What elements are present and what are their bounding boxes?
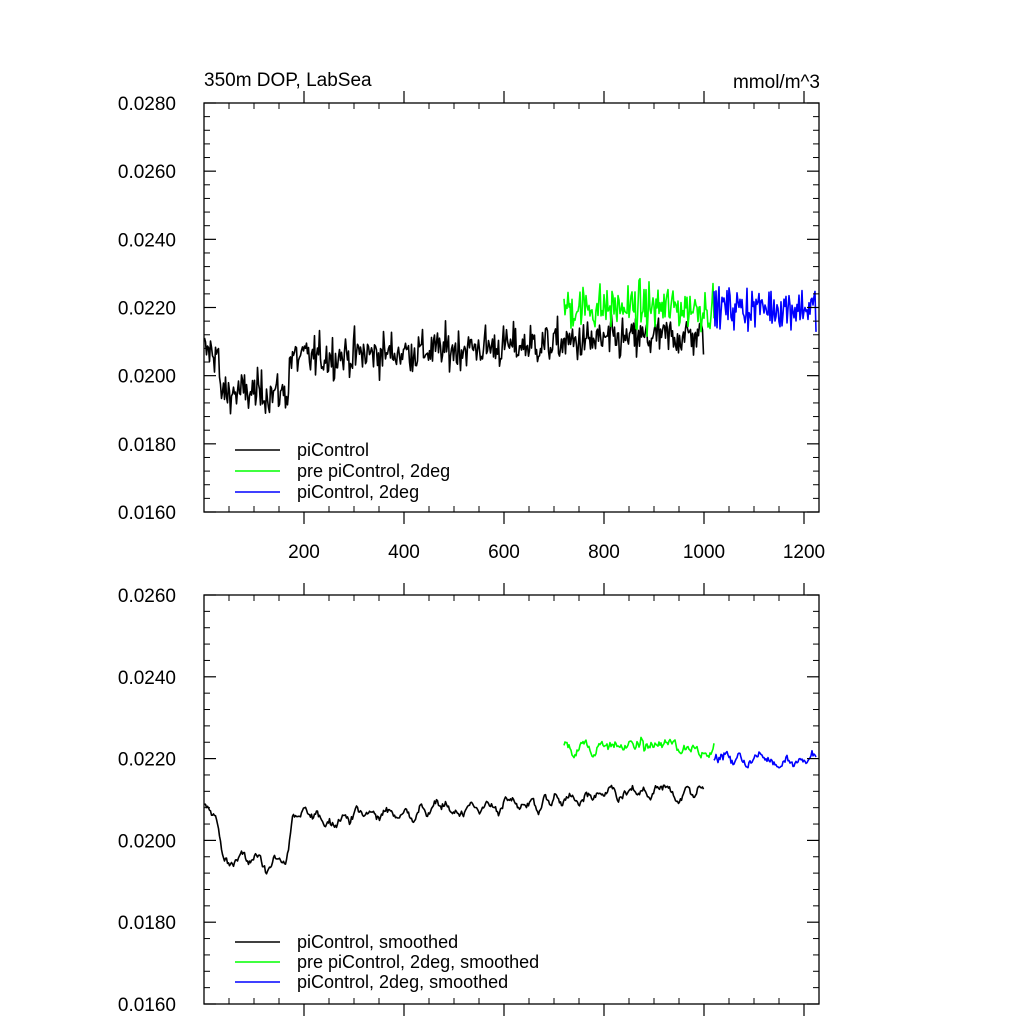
series-line-picontrol [203, 313, 705, 415]
top-chart-units: mmol/m^3 [733, 72, 820, 93]
top-panel: 350m DOP, LabSea mmol/m^3 0.01600.01800.… [118, 70, 825, 563]
legend-label-picontrol: piControl [297, 440, 369, 460]
x-tick-label: 1200 [783, 542, 825, 563]
top-chart-title: 350m DOP, LabSea [204, 70, 372, 91]
series-line-pre-picontrol-2deg [563, 277, 715, 338]
y-tick-label: 0.0220 [118, 750, 176, 771]
y-tick-label: 0.0280 [118, 94, 176, 115]
x-tick-label: 400 [388, 542, 420, 563]
y-tick-label: 0.0200 [118, 367, 176, 388]
y-tick-label: 0.0180 [118, 435, 176, 456]
top-series-lines [203, 277, 817, 415]
bottom-legend: piControl, smoothed pre piControl, 2deg,… [235, 932, 539, 992]
y-tick-label: 0.0180 [118, 913, 176, 934]
y-tick-label: 0.0160 [118, 995, 176, 1016]
bottom-plot-frame [203, 594, 820, 1005]
y-tick-label: 0.0200 [118, 831, 176, 852]
legend-label-picontrol-2deg: piControl, 2deg [297, 482, 419, 502]
x-tick-label: 800 [588, 542, 620, 563]
bottom-series-lines [204, 736, 817, 875]
y-tick-label: 0.0240 [118, 230, 176, 251]
bottom-axis-ticks: 0.0160 0.0180 0.0200 0.0220 0.0240 0.0260 [118, 583, 819, 1016]
y-tick-label: 0.0160 [118, 503, 176, 524]
y-tick-label: 0.0240 [118, 668, 176, 689]
x-tick-label: 200 [288, 542, 320, 563]
top-plot-frame [203, 102, 820, 513]
y-tick-label: 0.0260 [118, 162, 176, 183]
legend-label-pre-picontrol-2deg: pre piControl, 2deg [297, 461, 450, 481]
y-tick-label: 0.0260 [118, 586, 176, 607]
y-tick-label: 0.0220 [118, 299, 176, 320]
series-line-picontrol-smoothed [204, 784, 705, 875]
legend-label-picontrol-2deg-smoothed: piControl, 2deg, smoothed [297, 972, 508, 992]
series-line-picontrol-2deg-smoothed [713, 749, 817, 769]
x-tick-label: 600 [488, 542, 520, 563]
legend-label-pre-picontrol-2deg-smoothed: pre piControl, 2deg, smoothed [297, 952, 539, 972]
series-line-pre-picontrol-2deg-smoothed [563, 736, 715, 759]
top-legend: piControl pre piControl, 2deg piControl,… [235, 440, 450, 502]
bottom-panel: 0.0160 0.0180 0.0200 0.0220 0.0240 0.0260 piC… [118, 583, 820, 1016]
top-axis-ticks: 0.0160 0.0180 0.0200 0.0220 0.0240 0.0260 0.02… [118, 91, 825, 563]
series-line-picontrol-2deg [713, 285, 817, 333]
x-tick-label: 1000 [683, 542, 725, 563]
legend-label-picontrol-smoothed: piControl, smoothed [297, 932, 458, 952]
